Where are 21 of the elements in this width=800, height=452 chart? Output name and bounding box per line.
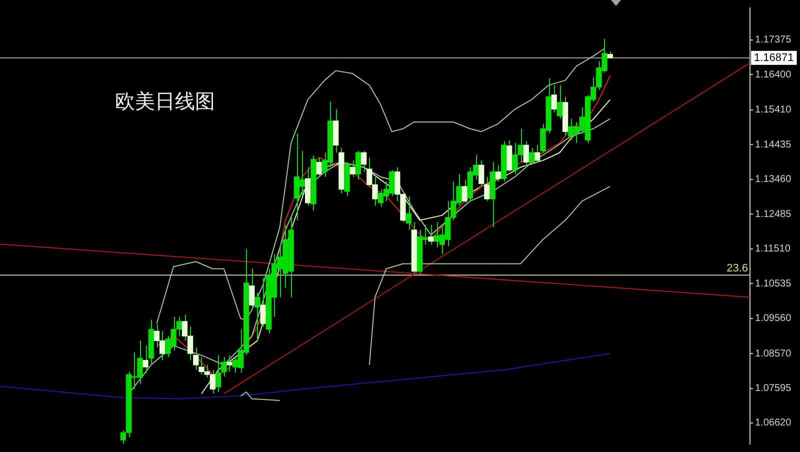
candlestick xyxy=(221,356,227,378)
y-tick-label: 1.15410 xyxy=(755,104,792,116)
candlestick xyxy=(215,354,222,392)
y-tick-label: 1.13460 xyxy=(755,174,792,186)
y-tick-label: 1.11510 xyxy=(755,244,791,255)
ref-line-label: 1.16871 xyxy=(754,52,794,64)
annotation: 23.6 xyxy=(726,262,748,275)
candlestick xyxy=(355,150,362,180)
text: 欧美日线图 xyxy=(115,88,215,115)
y-tick-label: 1.06620 xyxy=(755,418,792,429)
y-tick-label: 1.07595 xyxy=(755,383,792,394)
y-tick-label: 1.14435 xyxy=(755,139,792,150)
candlestick xyxy=(556,84,563,120)
y-tick-label: 1.17375 xyxy=(755,34,792,46)
y-tick-label: 1.08570 xyxy=(755,348,792,360)
y-tick-label: 1.09560 xyxy=(755,313,792,324)
candlestick xyxy=(528,147,535,165)
y-tick-label: 1.10535 xyxy=(755,278,792,290)
y-tick-label: 1.12485 xyxy=(755,208,792,220)
candlestick xyxy=(406,196,412,230)
y-tick-label: 1.16400 xyxy=(755,69,792,80)
